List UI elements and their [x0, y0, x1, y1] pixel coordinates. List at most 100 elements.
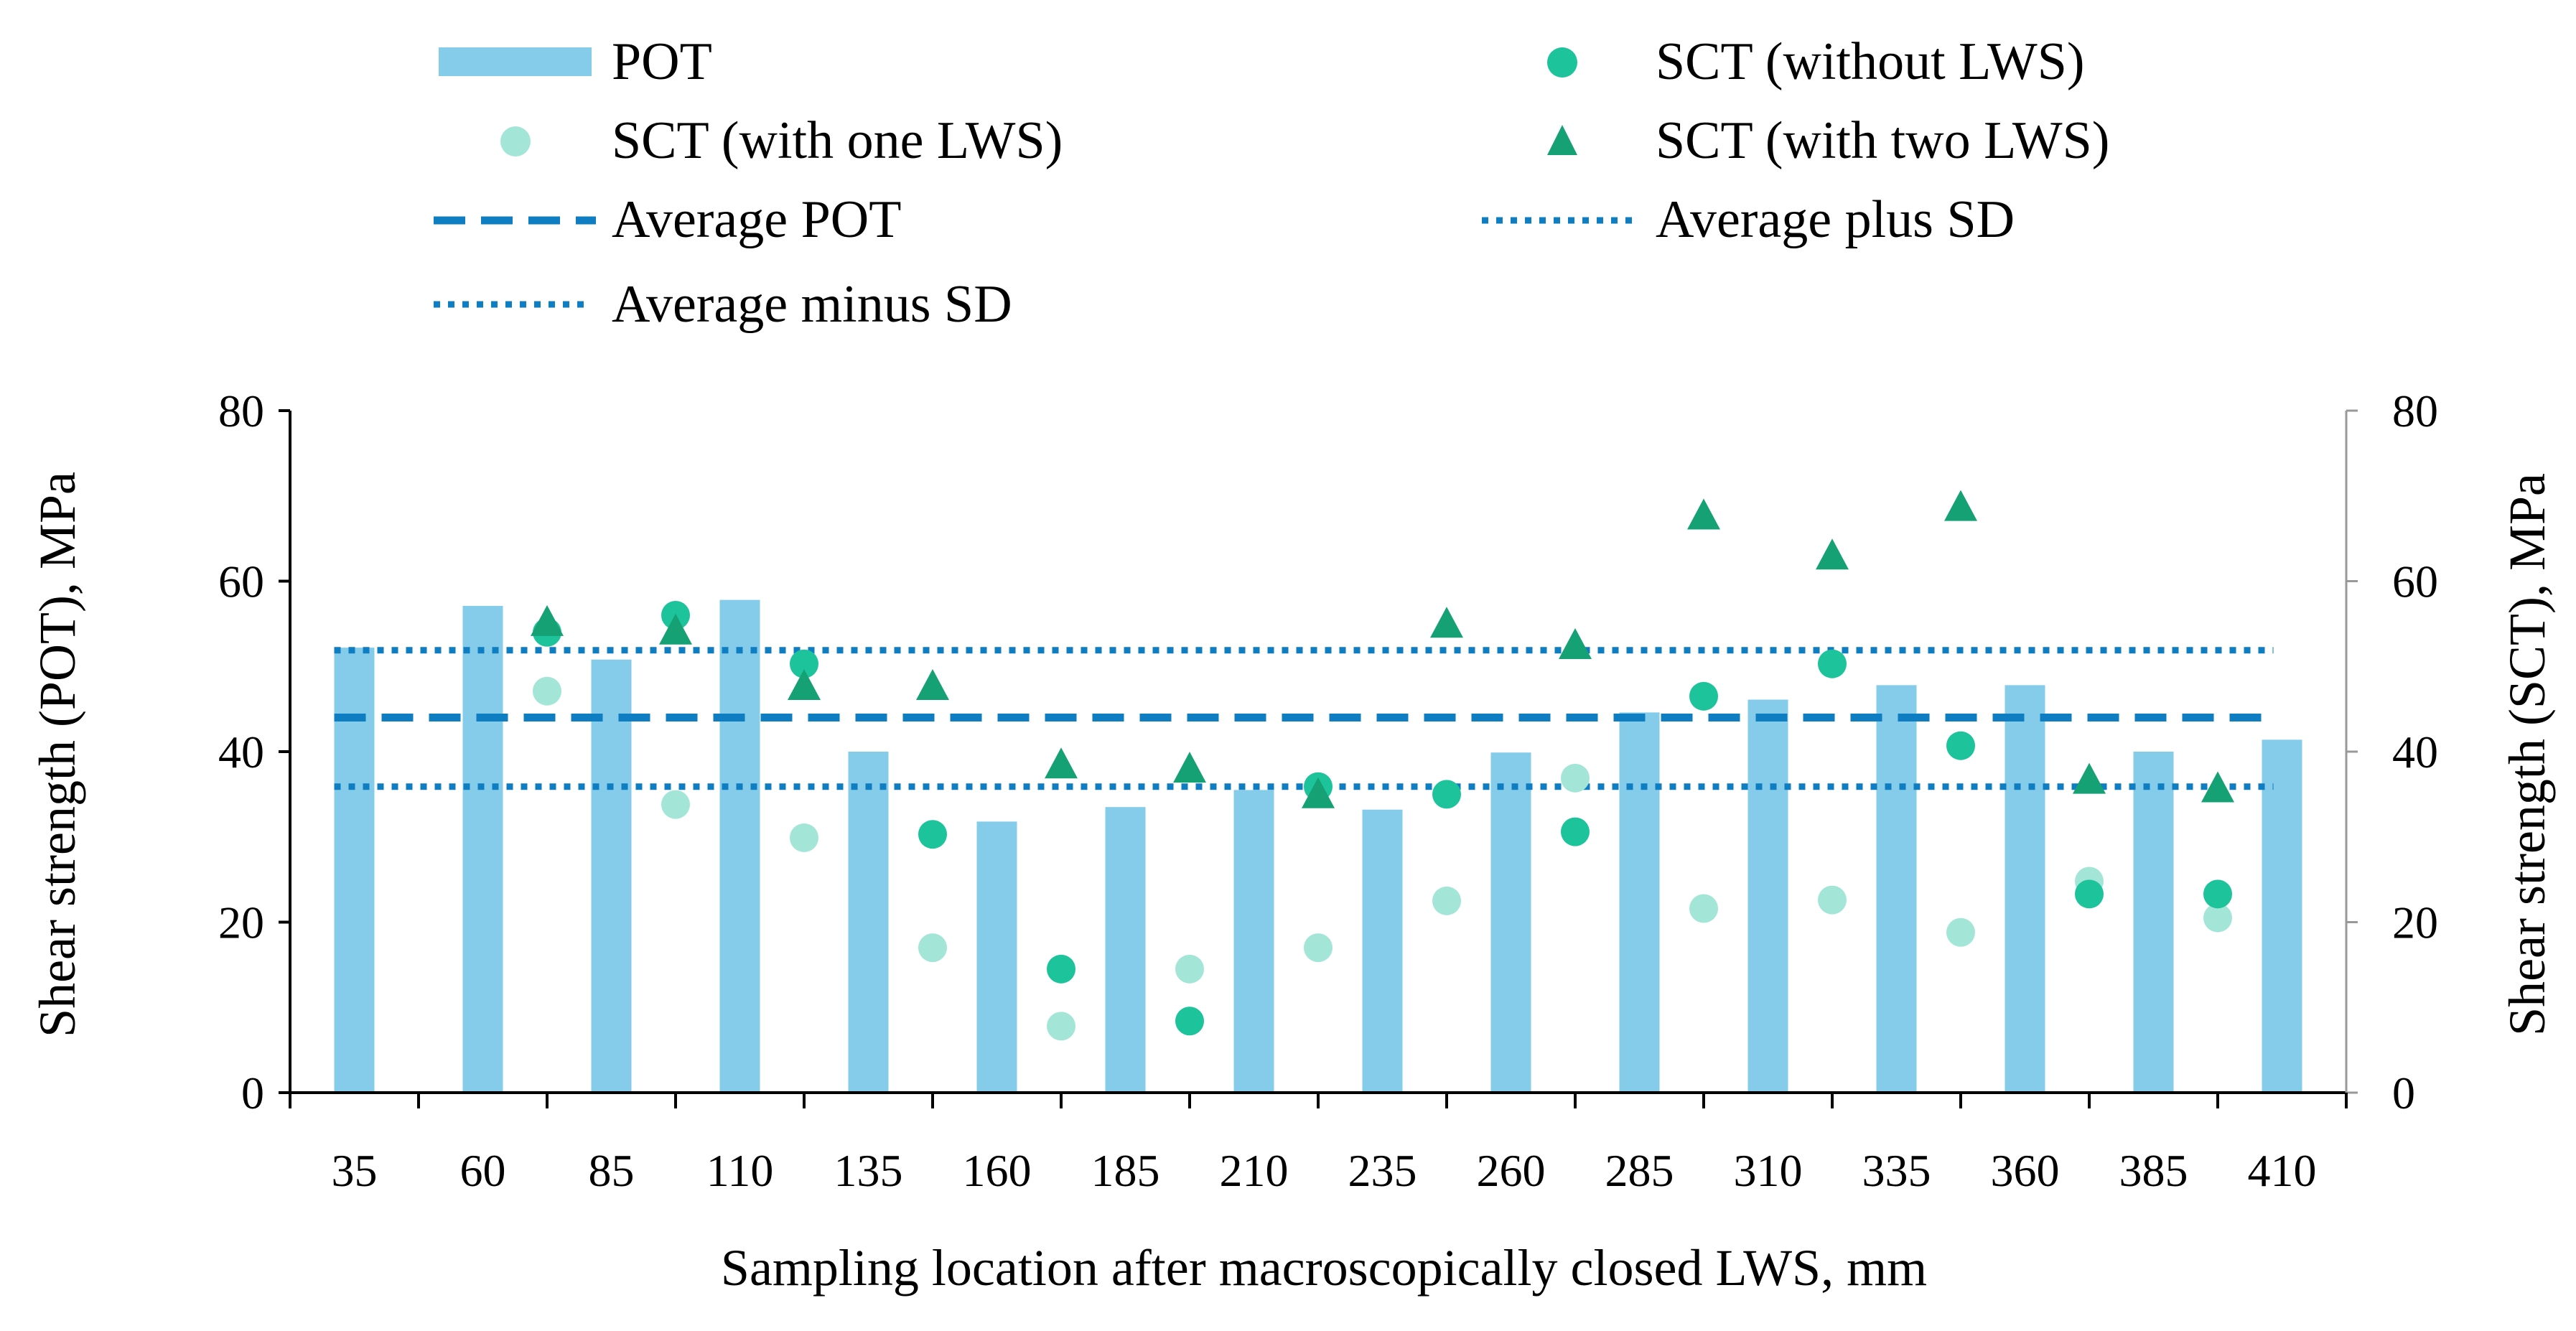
x-tick-label: 185 — [1091, 1145, 1160, 1196]
pot-bar — [1747, 699, 1788, 1093]
x-tick-label: 110 — [706, 1145, 774, 1196]
sct-two-lws-point — [1045, 747, 1078, 779]
sct-without-lws-point — [1047, 954, 1075, 984]
legend: POT SCT (without LWS) SCT (with one LWS)… — [434, 32, 2109, 334]
sct-without-lws-point — [2075, 879, 2104, 909]
y-tick-label-right: 40 — [2392, 727, 2438, 777]
pot-bar — [2133, 752, 2174, 1093]
pot-bar — [1233, 790, 1274, 1093]
sct-two-lws-point — [1430, 607, 1463, 638]
sct-two-lws-point — [2201, 771, 2234, 803]
x-tick-label: 135 — [834, 1145, 903, 1196]
x-tick-label: 410 — [2248, 1145, 2317, 1196]
sct-without-lws-point — [790, 649, 818, 678]
y-tick-label-left: 40 — [218, 727, 264, 777]
sct-two-lws-point — [1173, 752, 1206, 783]
x-tick-label: 260 — [1477, 1145, 1546, 1196]
y-tick-label-left: 80 — [218, 386, 264, 436]
sct-without-lws-point — [1818, 649, 1847, 678]
sct-two-lws-point — [1944, 490, 1977, 521]
y-axis-title-right: Shear strength (SCT), MPa — [2498, 473, 2556, 1036]
pot-bar — [2005, 685, 2045, 1093]
pot-bar — [1105, 807, 1146, 1093]
axes: 0 0 20 20 40 40 60 60 80 80 35 60 85 110 135 160 185 210 2… — [218, 386, 2438, 1196]
pot-bar — [1619, 712, 1660, 1093]
y-tick-label-right: 80 — [2392, 386, 2438, 436]
sct-two-lws-point — [916, 668, 949, 700]
pot-bar — [462, 605, 503, 1093]
legend-pot-swatch — [439, 47, 592, 76]
sct-two-lws-point — [1302, 777, 1335, 808]
y-tick-label-left: 60 — [218, 556, 264, 607]
x-tick-label: 210 — [1220, 1145, 1289, 1196]
x-tick-label: 35 — [332, 1145, 378, 1196]
sct-two-lws-point — [788, 668, 821, 700]
pot-bar — [334, 648, 375, 1093]
sct-one-lws-point — [1561, 763, 1590, 793]
sct-two-lws-point — [2073, 762, 2106, 794]
sct-one-lws-point — [918, 933, 947, 963]
pot-bar — [1490, 752, 1531, 1093]
legend-average-label: Average POT — [612, 190, 901, 249]
sct-one-lws-point — [2203, 903, 2232, 933]
sct-two-lws-point — [531, 604, 564, 636]
legend-sct-two-marker — [1547, 125, 1577, 155]
sct-two-lws-point — [1559, 627, 1592, 659]
y-tick-label-right: 60 — [2392, 556, 2438, 607]
x-tick-label: 160 — [963, 1145, 1032, 1196]
y-tick-label-right: 20 — [2392, 897, 2438, 948]
sct-without-lws-point — [1561, 817, 1590, 846]
pot-bar — [848, 752, 889, 1093]
sct-one-lws-point — [1175, 954, 1204, 984]
sct-one-lws-point — [790, 823, 818, 852]
x-tick-label: 60 — [460, 1145, 506, 1196]
legend-sct-one-label: SCT (with one LWS) — [612, 111, 1063, 170]
legend-minus-sd-label: Average minus SD — [612, 275, 1012, 334]
sct-one-lws-point — [1432, 886, 1461, 915]
sct-one-lws-point — [1304, 933, 1333, 963]
x-tick-label: 235 — [1348, 1145, 1417, 1196]
sct-one-lws-point — [1689, 894, 1718, 923]
reference-lines — [334, 647, 2274, 790]
sct-one-lws-point — [661, 790, 690, 819]
y-tick-label-left: 0 — [241, 1068, 264, 1118]
y-tick-label-right: 0 — [2392, 1068, 2415, 1118]
sct-one-lws-point — [1946, 917, 1975, 947]
pot-bar — [1362, 809, 1403, 1093]
x-tick-label: 360 — [1991, 1145, 2060, 1196]
sct-without-lws-point — [1175, 1007, 1204, 1036]
x-tick-label: 335 — [1862, 1145, 1931, 1196]
sct-points — [531, 490, 2234, 1041]
legend-pot-label: POT — [612, 32, 712, 91]
pot-bar — [1876, 685, 1917, 1093]
sct-without-lws-point — [2203, 879, 2232, 909]
sct-one-lws-point — [1047, 1012, 1075, 1041]
legend-plus-sd-label: Average plus SD — [1656, 190, 2015, 249]
sct-without-lws-point — [1689, 681, 1718, 711]
sct-without-lws-point — [1432, 780, 1461, 809]
sct-one-lws-point — [533, 676, 561, 706]
pot-bar — [2262, 739, 2302, 1093]
legend-sct-one-marker — [500, 126, 531, 157]
x-tick-label: 85 — [589, 1145, 635, 1196]
sct-without-lws-point — [918, 820, 947, 849]
x-tick-label: 285 — [1605, 1145, 1674, 1196]
x-tick-label: 310 — [1734, 1145, 1803, 1196]
pot-bar — [591, 659, 632, 1093]
sct-one-lws-point — [1818, 885, 1847, 915]
pot-bar — [719, 599, 760, 1093]
sct-two-lws-point — [1687, 498, 1720, 530]
legend-sct-without-label: SCT (without LWS) — [1656, 32, 2085, 91]
x-axis-title: Sampling location after macroscopically … — [721, 1239, 1927, 1297]
sct-two-lws-point — [659, 613, 692, 645]
sct-two-lws-point — [1816, 538, 1849, 570]
pot-bar — [976, 821, 1017, 1093]
sct-without-lws-point — [1946, 731, 1975, 760]
pot-bars — [334, 599, 2302, 1093]
legend-sct-two-label: SCT (with two LWS) — [1656, 111, 2109, 170]
x-tick-label: 385 — [2119, 1145, 2188, 1196]
y-axis-title-left: Shear strength (POT), MPa — [29, 472, 86, 1037]
legend-sct-without-marker — [1547, 47, 1577, 78]
y-tick-label-left: 20 — [218, 897, 264, 948]
